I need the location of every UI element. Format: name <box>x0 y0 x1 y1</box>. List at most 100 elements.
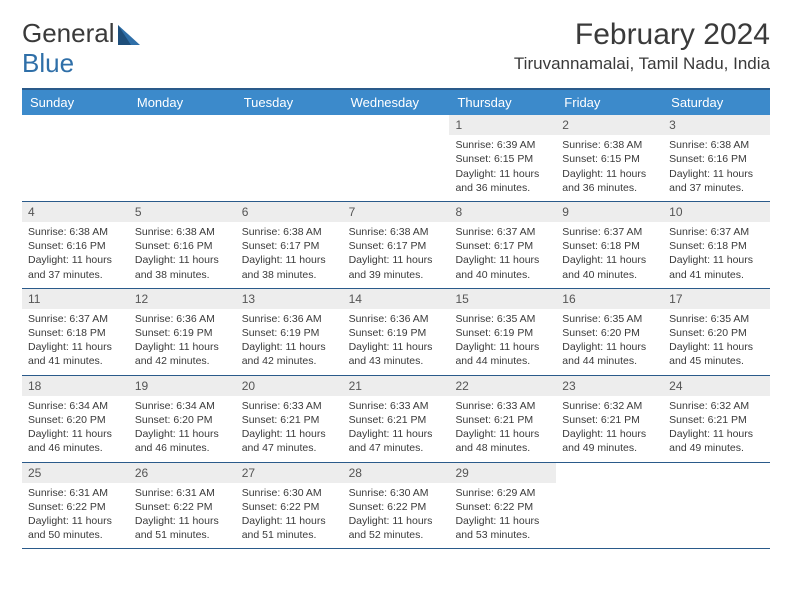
month-title: February 2024 <box>514 18 770 52</box>
sunrise-line: Sunrise: 6:38 AM <box>562 138 657 152</box>
day-cell: 15Sunrise: 6:35 AMSunset: 6:19 PMDayligh… <box>449 289 556 375</box>
day-cell: 10Sunrise: 6:37 AMSunset: 6:18 PMDayligh… <box>663 202 770 288</box>
sunset-line: Sunset: 6:21 PM <box>242 413 337 427</box>
day-cell: 12Sunrise: 6:36 AMSunset: 6:19 PMDayligh… <box>129 289 236 375</box>
sunset-line: Sunset: 6:15 PM <box>562 152 657 166</box>
day-cell: 24Sunrise: 6:32 AMSunset: 6:21 PMDayligh… <box>663 376 770 462</box>
day-cell: 22Sunrise: 6:33 AMSunset: 6:21 PMDayligh… <box>449 376 556 462</box>
daylight-line: Daylight: 11 hours and 44 minutes. <box>562 340 657 368</box>
day-number-empty <box>236 115 343 133</box>
flag-icon <box>118 23 142 45</box>
sunrise-line: Sunrise: 6:34 AM <box>28 399 123 413</box>
weekday-header: Saturday <box>663 90 770 115</box>
daylight-line: Daylight: 11 hours and 51 minutes. <box>135 514 230 542</box>
day-body: Sunrise: 6:33 AMSunset: 6:21 PMDaylight:… <box>236 396 343 462</box>
sunset-line: Sunset: 6:17 PM <box>349 239 444 253</box>
daylight-line: Daylight: 11 hours and 40 minutes. <box>562 253 657 281</box>
daylight-line: Daylight: 11 hours and 42 minutes. <box>242 340 337 368</box>
day-cell: 23Sunrise: 6:32 AMSunset: 6:21 PMDayligh… <box>556 376 663 462</box>
sunset-line: Sunset: 6:18 PM <box>28 326 123 340</box>
daylight-line: Daylight: 11 hours and 52 minutes. <box>349 514 444 542</box>
day-cell: 9Sunrise: 6:37 AMSunset: 6:18 PMDaylight… <box>556 202 663 288</box>
day-number: 18 <box>22 376 129 396</box>
day-cell: 20Sunrise: 6:33 AMSunset: 6:21 PMDayligh… <box>236 376 343 462</box>
day-body: Sunrise: 6:34 AMSunset: 6:20 PMDaylight:… <box>22 396 129 462</box>
sunrise-line: Sunrise: 6:38 AM <box>135 225 230 239</box>
sunset-line: Sunset: 6:19 PM <box>455 326 550 340</box>
week-row: 1Sunrise: 6:39 AMSunset: 6:15 PMDaylight… <box>22 115 770 202</box>
day-cell: 7Sunrise: 6:38 AMSunset: 6:17 PMDaylight… <box>343 202 450 288</box>
daylight-line: Daylight: 11 hours and 47 minutes. <box>242 427 337 455</box>
daylight-line: Daylight: 11 hours and 43 minutes. <box>349 340 444 368</box>
day-body: Sunrise: 6:37 AMSunset: 6:17 PMDaylight:… <box>449 222 556 288</box>
day-cell <box>129 115 236 201</box>
daylight-line: Daylight: 11 hours and 49 minutes. <box>669 427 764 455</box>
sunrise-line: Sunrise: 6:30 AM <box>349 486 444 500</box>
sunset-line: Sunset: 6:16 PM <box>28 239 123 253</box>
day-cell: 28Sunrise: 6:30 AMSunset: 6:22 PMDayligh… <box>343 463 450 549</box>
day-cell: 13Sunrise: 6:36 AMSunset: 6:19 PMDayligh… <box>236 289 343 375</box>
sunrise-line: Sunrise: 6:37 AM <box>455 225 550 239</box>
day-number: 23 <box>556 376 663 396</box>
sunrise-line: Sunrise: 6:30 AM <box>242 486 337 500</box>
daylight-line: Daylight: 11 hours and 46 minutes. <box>135 427 230 455</box>
sunset-line: Sunset: 6:20 PM <box>28 413 123 427</box>
sunset-line: Sunset: 6:19 PM <box>135 326 230 340</box>
day-cell: 16Sunrise: 6:35 AMSunset: 6:20 PMDayligh… <box>556 289 663 375</box>
sunrise-line: Sunrise: 6:39 AM <box>455 138 550 152</box>
day-body: Sunrise: 6:37 AMSunset: 6:18 PMDaylight:… <box>663 222 770 288</box>
day-cell: 25Sunrise: 6:31 AMSunset: 6:22 PMDayligh… <box>22 463 129 549</box>
day-number: 7 <box>343 202 450 222</box>
sunset-line: Sunset: 6:21 PM <box>455 413 550 427</box>
day-number: 19 <box>129 376 236 396</box>
sunrise-line: Sunrise: 6:35 AM <box>669 312 764 326</box>
day-cell: 27Sunrise: 6:30 AMSunset: 6:22 PMDayligh… <box>236 463 343 549</box>
day-body: Sunrise: 6:35 AMSunset: 6:20 PMDaylight:… <box>663 309 770 375</box>
daylight-line: Daylight: 11 hours and 51 minutes. <box>242 514 337 542</box>
sunrise-line: Sunrise: 6:33 AM <box>455 399 550 413</box>
day-number-empty <box>129 115 236 133</box>
weekday-header: Wednesday <box>343 90 450 115</box>
week-row: 18Sunrise: 6:34 AMSunset: 6:20 PMDayligh… <box>22 376 770 463</box>
day-cell: 18Sunrise: 6:34 AMSunset: 6:20 PMDayligh… <box>22 376 129 462</box>
weekday-header: Monday <box>129 90 236 115</box>
sunset-line: Sunset: 6:16 PM <box>669 152 764 166</box>
sunset-line: Sunset: 6:19 PM <box>349 326 444 340</box>
sunrise-line: Sunrise: 6:36 AM <box>349 312 444 326</box>
day-body: Sunrise: 6:29 AMSunset: 6:22 PMDaylight:… <box>449 483 556 549</box>
daylight-line: Daylight: 11 hours and 39 minutes. <box>349 253 444 281</box>
day-number: 11 <box>22 289 129 309</box>
day-body: Sunrise: 6:32 AMSunset: 6:21 PMDaylight:… <box>556 396 663 462</box>
day-number-empty <box>22 115 129 133</box>
sunset-line: Sunset: 6:17 PM <box>455 239 550 253</box>
weekday-header: Friday <box>556 90 663 115</box>
title-block: February 2024 Tiruvannamalai, Tamil Nadu… <box>514 18 770 74</box>
day-cell: 1Sunrise: 6:39 AMSunset: 6:15 PMDaylight… <box>449 115 556 201</box>
day-number: 6 <box>236 202 343 222</box>
sunset-line: Sunset: 6:21 PM <box>562 413 657 427</box>
daylight-line: Daylight: 11 hours and 46 minutes. <box>28 427 123 455</box>
daylight-line: Daylight: 11 hours and 49 minutes. <box>562 427 657 455</box>
sunset-line: Sunset: 6:22 PM <box>349 500 444 514</box>
daylight-line: Daylight: 11 hours and 37 minutes. <box>669 167 764 195</box>
day-body: Sunrise: 6:38 AMSunset: 6:15 PMDaylight:… <box>556 135 663 201</box>
sunrise-line: Sunrise: 6:38 AM <box>669 138 764 152</box>
day-number: 3 <box>663 115 770 135</box>
weeks-container: 1Sunrise: 6:39 AMSunset: 6:15 PMDaylight… <box>22 115 770 549</box>
sunset-line: Sunset: 6:19 PM <box>242 326 337 340</box>
day-number: 22 <box>449 376 556 396</box>
day-body: Sunrise: 6:38 AMSunset: 6:16 PMDaylight:… <box>129 222 236 288</box>
calendar: SundayMondayTuesdayWednesdayThursdayFrid… <box>22 88 770 549</box>
daylight-line: Daylight: 11 hours and 42 minutes. <box>135 340 230 368</box>
day-body: Sunrise: 6:38 AMSunset: 6:16 PMDaylight:… <box>22 222 129 288</box>
day-body: Sunrise: 6:30 AMSunset: 6:22 PMDaylight:… <box>236 483 343 549</box>
weekday-header: Thursday <box>449 90 556 115</box>
sunset-line: Sunset: 6:20 PM <box>135 413 230 427</box>
weekday-header: Sunday <box>22 90 129 115</box>
day-cell: 19Sunrise: 6:34 AMSunset: 6:20 PMDayligh… <box>129 376 236 462</box>
sunrise-line: Sunrise: 6:35 AM <box>562 312 657 326</box>
day-body: Sunrise: 6:33 AMSunset: 6:21 PMDaylight:… <box>449 396 556 462</box>
sunrise-line: Sunrise: 6:37 AM <box>669 225 764 239</box>
day-body: Sunrise: 6:38 AMSunset: 6:17 PMDaylight:… <box>343 222 450 288</box>
sunrise-line: Sunrise: 6:32 AM <box>562 399 657 413</box>
